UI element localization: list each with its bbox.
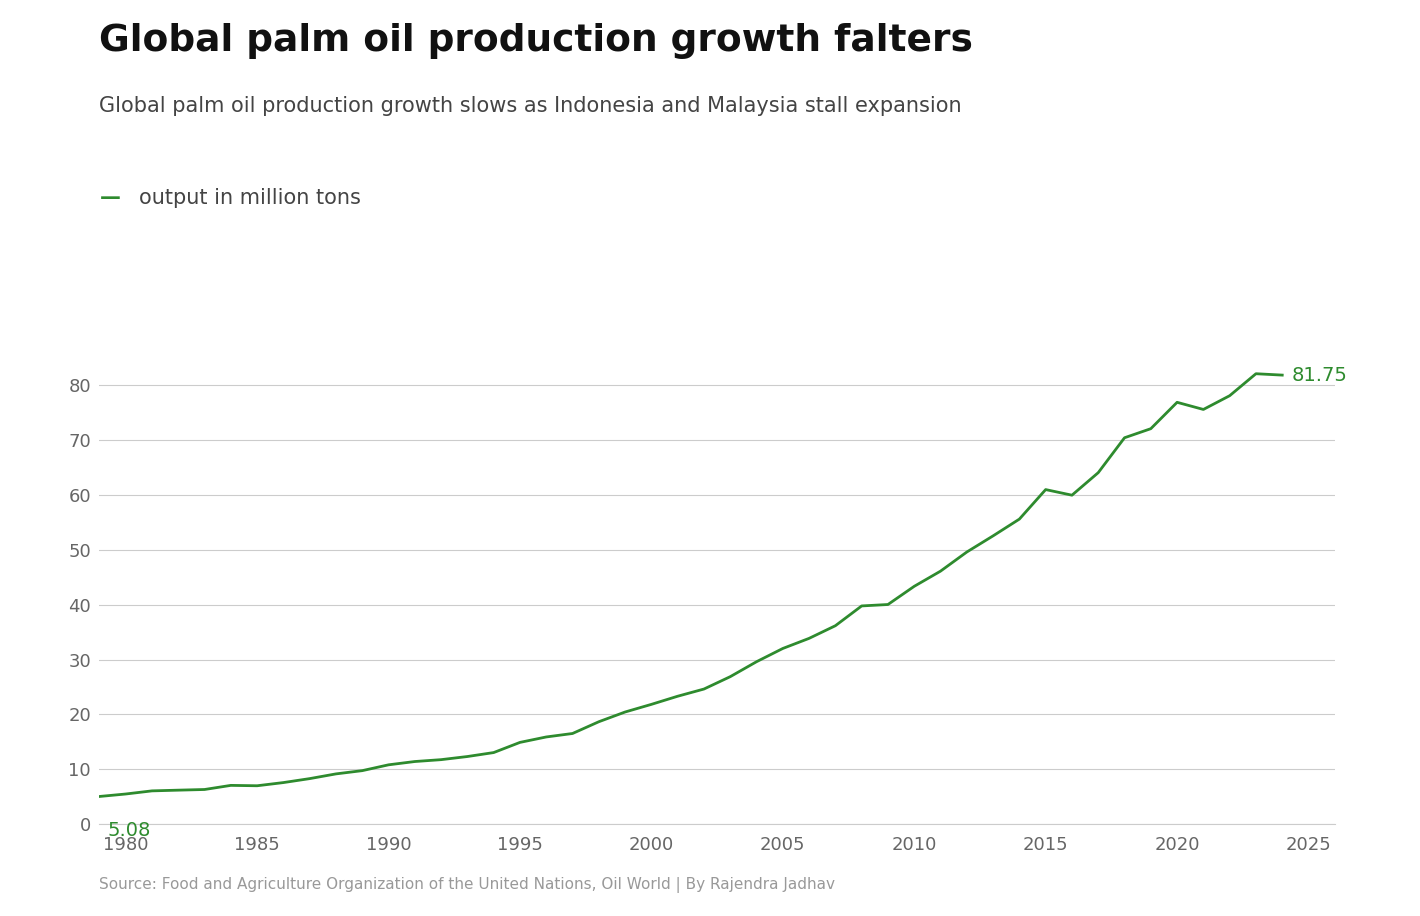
- Text: output in million tons: output in million tons: [139, 188, 361, 208]
- Text: Global palm oil production growth slows as Indonesia and Malaysia stall expansio: Global palm oil production growth slows …: [99, 96, 961, 116]
- Text: 81.75: 81.75: [1292, 365, 1348, 385]
- Text: Source: Food and Agriculture Organization of the United Nations, Oil World | By : Source: Food and Agriculture Organizatio…: [99, 878, 835, 893]
- Text: 5.08: 5.08: [108, 822, 151, 841]
- Text: —: —: [99, 188, 121, 208]
- Text: Global palm oil production growth falters: Global palm oil production growth falter…: [99, 23, 973, 59]
